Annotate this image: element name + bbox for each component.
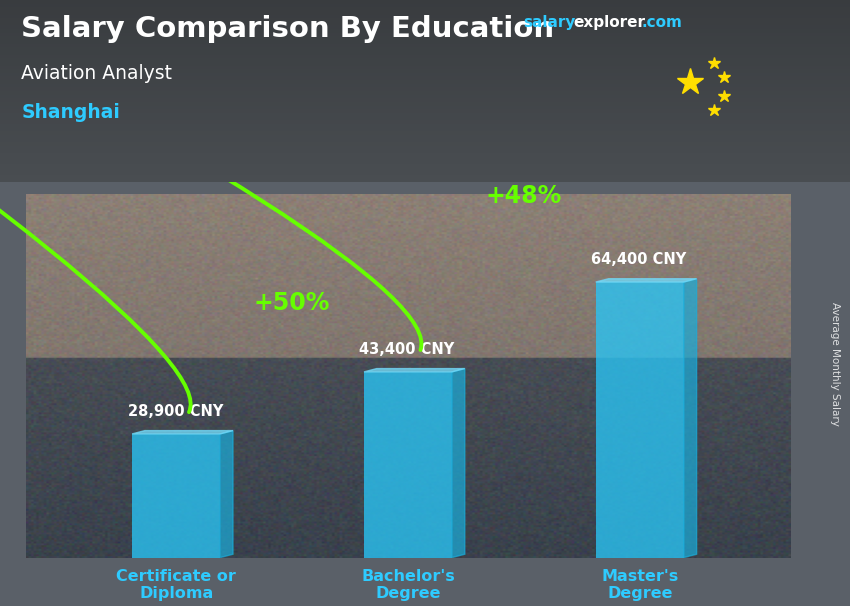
Bar <box>596 282 684 558</box>
Text: +48%: +48% <box>486 184 562 208</box>
Text: Salary Comparison By Education: Salary Comparison By Education <box>21 15 554 43</box>
Text: salary: salary <box>523 15 575 30</box>
Polygon shape <box>684 279 697 558</box>
Text: 64,400 CNY: 64,400 CNY <box>591 252 687 267</box>
Text: 28,900 CNY: 28,900 CNY <box>128 404 223 419</box>
Polygon shape <box>220 431 233 558</box>
Text: Average Monthly Salary: Average Monthly Salary <box>830 302 840 425</box>
Polygon shape <box>132 431 233 434</box>
Text: .com: .com <box>642 15 683 30</box>
Text: +50%: +50% <box>254 291 331 316</box>
Text: 43,400 CNY: 43,400 CNY <box>360 342 455 357</box>
Polygon shape <box>452 368 465 558</box>
Polygon shape <box>364 368 465 372</box>
Text: explorer: explorer <box>574 15 646 30</box>
Text: Aviation Analyst: Aviation Analyst <box>21 64 173 82</box>
Bar <box>364 372 452 558</box>
Bar <box>132 434 220 558</box>
Polygon shape <box>596 279 697 282</box>
Text: Shanghai: Shanghai <box>21 103 120 122</box>
